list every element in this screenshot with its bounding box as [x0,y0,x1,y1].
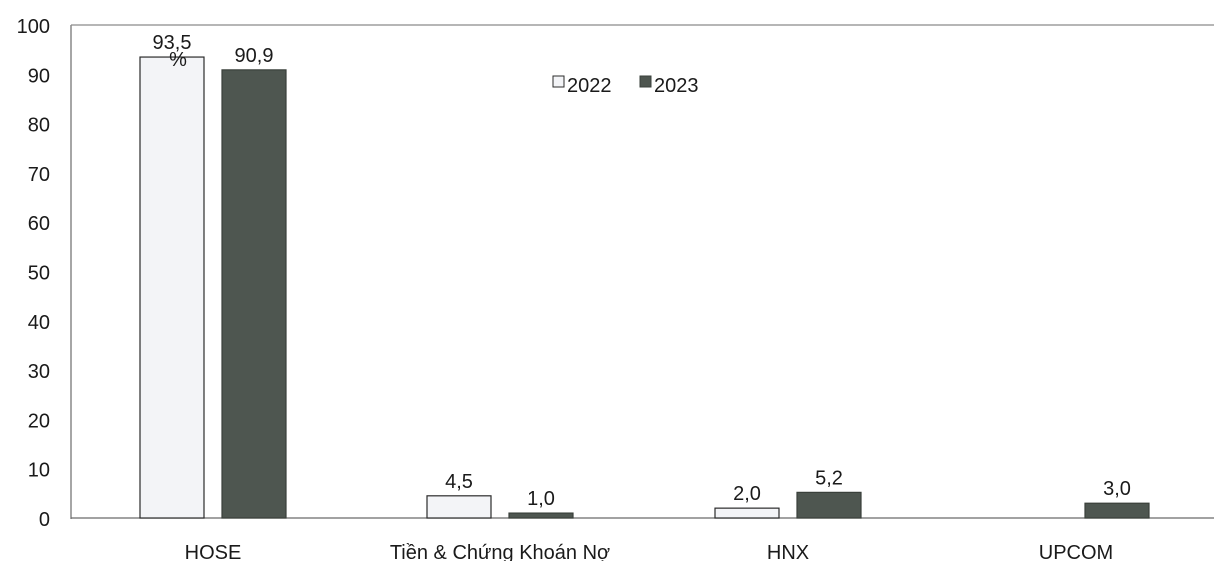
bar [1084,502,1150,519]
x-tick-label: HNX [767,542,809,561]
bar [714,507,780,519]
bar [139,56,205,519]
data-label: 93,5 [153,32,192,54]
legend-label: 2023 [654,75,699,97]
legend-swatch [639,75,652,88]
legend: 2022 2023 [552,75,699,97]
bar [426,495,492,519]
data-label: 90,9 [235,45,274,67]
data-label: 5,2 [815,467,843,489]
legend-label: 2022 [567,75,612,97]
y-tick-label: 60 [28,213,50,235]
data-label: 4,5 [445,471,473,493]
x-tick-label: Tiền & Chứng Khoán Nợ [390,542,610,561]
axes: 0 10 20 30 40 50 60 70 80 90 100 HOSE Tiền & Chứng K… [17,16,1214,564]
bar [221,69,287,519]
x-tick-label: HOSE [185,542,242,561]
data-label: 1,0 [527,488,555,510]
x-tick-label: UPCOM [1039,542,1113,561]
y-tick-label: 40 [28,312,50,334]
y-tick-label: 10 [28,460,50,482]
data-labels: 93,5 4,5 2,0 90,9 1,0 5,2 3,0% [153,32,1131,510]
y-tick-label: 100 [17,16,50,38]
y-tick-label: 50 [28,263,50,285]
bar [508,512,574,519]
data-label: 2,0 [733,483,761,505]
unit-label: % [169,49,187,71]
data-label: 3,0 [1103,478,1131,500]
legend-swatch [552,75,565,88]
y-tick-label: 90 [28,65,50,87]
y-tick-label: 20 [28,410,50,432]
y-tick-label: 30 [28,361,50,383]
y-tick-label: 70 [28,164,50,186]
y-tick-label: 80 [28,115,50,137]
bars [139,56,1150,519]
bar [796,491,862,519]
y-tick-label: 0 [39,509,50,531]
